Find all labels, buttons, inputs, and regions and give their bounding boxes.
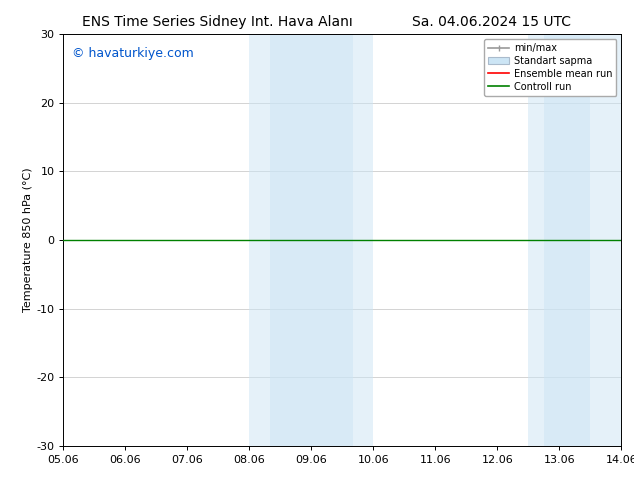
Bar xyxy=(528,34,621,446)
Text: Sa. 04.06.2024 15 UTC: Sa. 04.06.2024 15 UTC xyxy=(412,15,571,29)
Text: © havaturkiye.com: © havaturkiye.com xyxy=(72,47,193,60)
Bar xyxy=(544,34,590,446)
Legend: min/max, Standart sapma, Ensemble mean run, Controll run: min/max, Standart sapma, Ensemble mean r… xyxy=(484,39,616,96)
Text: ENS Time Series Sidney Int. Hava Alanı: ENS Time Series Sidney Int. Hava Alanı xyxy=(82,15,353,29)
Bar xyxy=(249,34,373,446)
Y-axis label: Temperature 850 hPa (°C): Temperature 850 hPa (°C) xyxy=(23,168,34,313)
Bar xyxy=(270,34,353,446)
